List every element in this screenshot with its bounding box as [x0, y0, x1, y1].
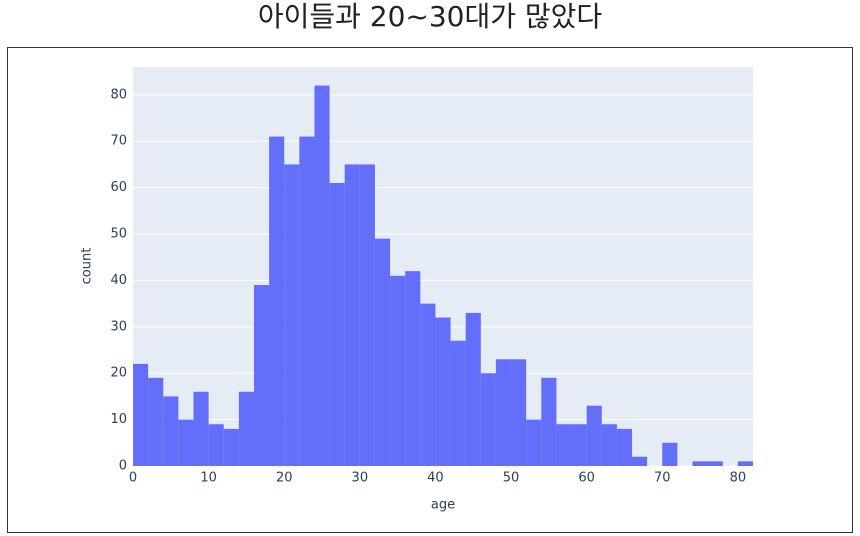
bar	[511, 359, 527, 466]
bar	[692, 461, 708, 466]
bar	[405, 271, 421, 466]
x-tick-label: 60	[578, 471, 595, 486]
x-tick-label: 10	[200, 471, 217, 486]
bar	[495, 359, 512, 466]
bar	[359, 164, 375, 466]
y-tick-label: 60	[110, 180, 127, 195]
x-axis-label: age	[431, 498, 455, 513]
chart-title: 아이들과 20~30대가 많았다	[258, 0, 602, 33]
bar	[253, 285, 270, 466]
x-tick-label: 0	[129, 471, 137, 486]
bar	[344, 164, 360, 466]
bar	[329, 182, 345, 466]
y-tick-label: 80	[110, 87, 127, 102]
bar	[148, 377, 164, 466]
bar	[707, 461, 723, 466]
bar	[223, 428, 239, 466]
bar	[571, 424, 587, 466]
y-tick-label: 70	[110, 134, 127, 149]
y-tick-label: 40	[110, 273, 127, 288]
bar	[465, 312, 481, 466]
bar	[632, 456, 648, 466]
bar	[435, 317, 451, 466]
frame	[7, 47, 853, 533]
bar	[299, 136, 315, 466]
y-tick-label: 20	[110, 366, 127, 381]
bar	[269, 136, 285, 466]
bar	[420, 303, 436, 466]
bar	[133, 363, 149, 466]
bar	[450, 340, 466, 466]
bar	[193, 391, 209, 466]
bar	[541, 377, 557, 466]
x-tick-label: 50	[503, 471, 520, 486]
x-tick-label: 40	[427, 471, 444, 486]
bar	[178, 419, 194, 466]
bar	[208, 424, 224, 466]
x-tick-label: 80	[730, 471, 747, 486]
bar	[586, 405, 602, 466]
bar	[737, 461, 753, 466]
bar	[238, 391, 254, 466]
y-tick-label: 0	[119, 459, 127, 474]
bar	[526, 419, 542, 466]
bar	[163, 396, 179, 466]
bar	[601, 424, 617, 466]
x-tick-label: 20	[276, 471, 293, 486]
bar	[556, 424, 572, 466]
y-axis-label: count	[80, 248, 95, 285]
y-tick-label: 50	[110, 227, 127, 242]
bar	[374, 238, 391, 466]
bar	[616, 428, 633, 466]
bar	[480, 373, 496, 466]
bar	[284, 164, 300, 466]
bar	[390, 275, 406, 466]
y-tick-label: 10	[110, 412, 127, 427]
y-tick-label: 30	[110, 319, 127, 334]
x-tick-label: 30	[352, 471, 369, 486]
bar	[314, 85, 330, 466]
x-tick-label: 70	[654, 471, 671, 486]
bar	[662, 442, 678, 466]
